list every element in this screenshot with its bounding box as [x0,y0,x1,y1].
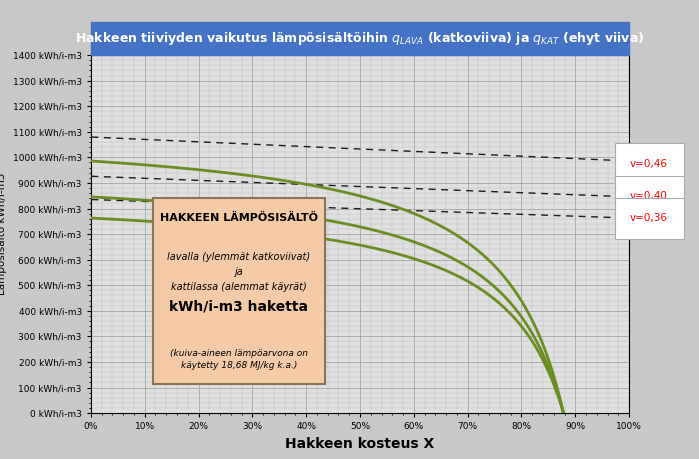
Text: HAKKEEN LÄMPÖSISÄLTÖ: HAKKEEN LÄMPÖSISÄLTÖ [160,213,318,223]
Text: v=0,46: v=0,46 [630,159,668,169]
Text: v=0,40: v=0,40 [630,191,668,202]
Text: lavalla (ylemmät katkoviivat)
ja
kattilassa (alemmat käyrät): lavalla (ylemmät katkoviivat) ja kattila… [167,252,310,291]
Text: v=0,36: v=0,36 [630,213,668,223]
Text: (kuiva-aineen lämpöarvona on
käytetty 18,68 MJ/kg k.a.): (kuiva-aineen lämpöarvona on käytetty 18… [170,349,308,370]
Y-axis label: Lämpösisältö kWh/i-m3: Lämpösisältö kWh/i-m3 [0,173,7,295]
FancyBboxPatch shape [153,198,325,385]
Text: Hakkeen tiiviyden vaikutus lämpösisältöihin $q_{LAVA}$ (katkoviiva) ja $q_{KAT}$: Hakkeen tiiviyden vaikutus lämpösisältöi… [75,30,644,47]
X-axis label: Hakkeen kosteus X: Hakkeen kosteus X [285,437,435,451]
Text: kWh/i-m3 haketta: kWh/i-m3 haketta [169,299,308,313]
